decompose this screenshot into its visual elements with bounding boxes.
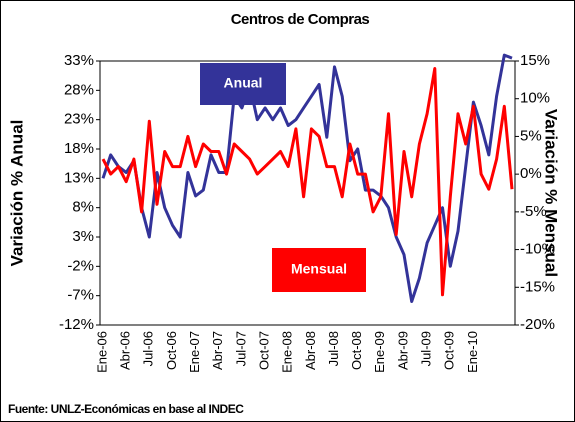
x-tick-label: Abr-06 — [118, 331, 133, 370]
x-tick-label: Ene-06 — [94, 331, 109, 373]
x-tick-label: Ene-10 — [465, 331, 480, 373]
series-line — [101, 53, 513, 303]
x-tick-label: Ene-08 — [280, 331, 295, 373]
y-tick-label: 3% — [72, 228, 94, 245]
chart-title: Centros de Compras — [231, 11, 370, 28]
y2-tick-label: 15% — [520, 52, 550, 69]
x-tick-label: Abr-08 — [303, 331, 318, 370]
y2-axis-label: Variación % Mensual — [542, 109, 561, 277]
plot-area — [99, 60, 516, 326]
x-tick-label: Jul-07 — [233, 331, 248, 366]
x-tick-label: Oct-06 — [164, 331, 179, 370]
y2-tick-label: -20% — [520, 316, 555, 333]
y2-tick-label: -15% — [520, 278, 555, 295]
series-label-box — [272, 248, 366, 292]
x-tick-label: Abr-07 — [210, 331, 225, 370]
series-line — [101, 67, 514, 297]
y2-tick-label: -5% — [520, 203, 547, 220]
x-tick-label: Jul-06 — [141, 331, 156, 366]
x-tick-label: Oct-08 — [349, 331, 364, 370]
x-tick-label: Jul-09 — [419, 331, 434, 366]
source-note: Fuente: UNLZ-Económicas en base al INDEC — [8, 402, 244, 416]
series-label: Mensual — [291, 261, 347, 277]
y-tick-label: -2% — [67, 257, 94, 274]
x-tick-label: Jul-08 — [326, 331, 341, 366]
y-tick-label: -7% — [67, 287, 94, 304]
y2-tick-label: 0% — [520, 165, 542, 182]
series-label-box — [200, 63, 286, 105]
y2-tick-label: -10% — [520, 241, 555, 258]
x-tick-label: Oct-07 — [256, 331, 271, 370]
x-tick-label: Oct-09 — [442, 331, 457, 370]
y-tick-label: 33% — [64, 52, 94, 69]
y-axis-label: Variación % Anual — [7, 120, 26, 267]
y-tick-label: 23% — [64, 111, 94, 128]
x-tick-label: Abr-09 — [395, 331, 410, 370]
y-tick-label: 18% — [64, 140, 94, 157]
y-tick-label: 13% — [64, 169, 94, 186]
y2-tick-label: 5% — [520, 127, 542, 144]
x-tick-label: Ene-09 — [372, 331, 387, 373]
y-tick-label: 8% — [72, 199, 94, 216]
y-tick-label: 28% — [64, 81, 94, 98]
y2-tick-label: 10% — [520, 90, 550, 107]
y-tick-label: -12% — [59, 316, 94, 333]
series-label: Anual — [224, 75, 263, 91]
x-tick-label: Ene-07 — [187, 331, 202, 373]
